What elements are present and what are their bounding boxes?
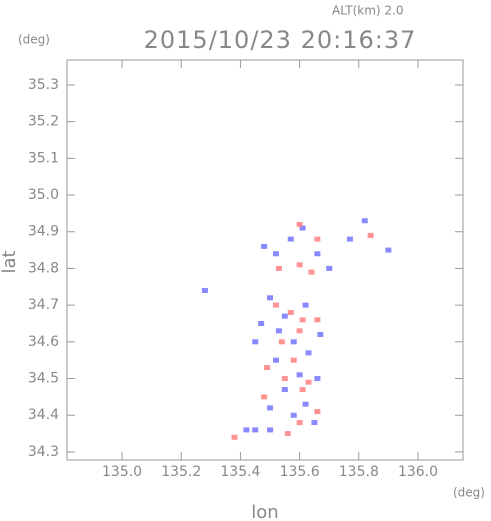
echo-cell: [281, 376, 288, 382]
echo-cell: [278, 339, 285, 345]
echo-cell: [361, 218, 368, 224]
echo-cell: [346, 236, 353, 242]
echo-cell: [311, 420, 318, 426]
echo-cell: [231, 434, 238, 440]
echo-cell: [275, 265, 282, 271]
echo-cell: [308, 269, 315, 275]
echo-cell: [267, 295, 274, 301]
echo-cell: [299, 225, 306, 231]
echo-cell: [261, 243, 268, 249]
echo-cell: [317, 331, 324, 337]
x-tick-label: 135.6: [280, 464, 320, 480]
echo-cell: [287, 236, 294, 242]
echo-cell: [201, 287, 208, 293]
echo-cell: [385, 247, 392, 253]
echo-cell: [326, 265, 333, 271]
echo-cell: [281, 387, 288, 393]
x-tick-label: 135.2: [161, 464, 201, 480]
y-tick-label: 34.4: [28, 407, 59, 423]
y-tick-label: 34.3: [28, 444, 59, 460]
y-tick-label: 35.1: [28, 150, 59, 166]
y-tick-label: 34.9: [28, 224, 59, 240]
y-tick-label: 35.0: [28, 187, 59, 203]
echo-cell: [314, 409, 321, 415]
echo-cell: [299, 317, 306, 323]
x-axis-label: lon: [251, 502, 278, 521]
echo-cell: [267, 405, 274, 411]
echo-cell: [243, 427, 250, 433]
echo-cell: [267, 427, 274, 433]
x-tick-label: 136.0: [398, 464, 438, 480]
echo-cell: [290, 339, 297, 345]
echo-cell: [302, 302, 309, 308]
echo-cell: [284, 431, 291, 437]
echo-cell: [272, 357, 279, 363]
echo-cell: [296, 372, 303, 378]
echo-cell: [287, 309, 294, 315]
x-tick-label: 135.4: [220, 464, 260, 480]
echo-cell: [252, 339, 259, 345]
echo-cell: [296, 420, 303, 426]
echo-cell: [299, 387, 306, 393]
echo-cell: [252, 427, 259, 433]
altitude-label: ALT(km) 2.0: [332, 4, 403, 18]
y-tick-label: 35.2: [28, 114, 59, 130]
echo-cell: [281, 313, 288, 319]
echo-cell: [296, 262, 303, 268]
echo-cell: [272, 251, 279, 257]
x-tick-label: 135.0: [102, 464, 142, 480]
echo-cell: [314, 376, 321, 382]
x-unit: (deg): [453, 486, 485, 500]
y-tick-label: 34.8: [28, 260, 59, 276]
echo-cell: [258, 320, 265, 326]
y-tick-label: 34.5: [28, 371, 59, 387]
echo-cell: [367, 232, 374, 238]
echo-cell: [290, 412, 297, 418]
plot-frame: [66, 59, 464, 461]
echo-cell: [314, 236, 321, 242]
y-tick-label: 34.6: [28, 334, 59, 350]
echo-cell: [314, 317, 321, 323]
y-tick-label: 34.7: [28, 297, 59, 313]
echo-cell: [305, 379, 312, 385]
echo-cell: [302, 401, 309, 407]
chart-title: 2015/10/23 20:16:37: [144, 26, 417, 54]
echo-cell: [314, 251, 321, 257]
y-axis-label: lat: [0, 250, 20, 273]
echo-cell: [305, 350, 312, 356]
echo-cell: [296, 221, 303, 227]
echo-cell: [296, 328, 303, 334]
echo-cell: [275, 328, 282, 334]
y-unit: (deg): [18, 33, 50, 47]
y-tick-label: 35.3: [28, 77, 59, 93]
echo-cell: [272, 302, 279, 308]
echo-cell: [264, 365, 271, 371]
echo-cell: [290, 357, 297, 363]
x-tick-label: 135.8: [339, 464, 379, 480]
echo-cell: [261, 394, 268, 400]
